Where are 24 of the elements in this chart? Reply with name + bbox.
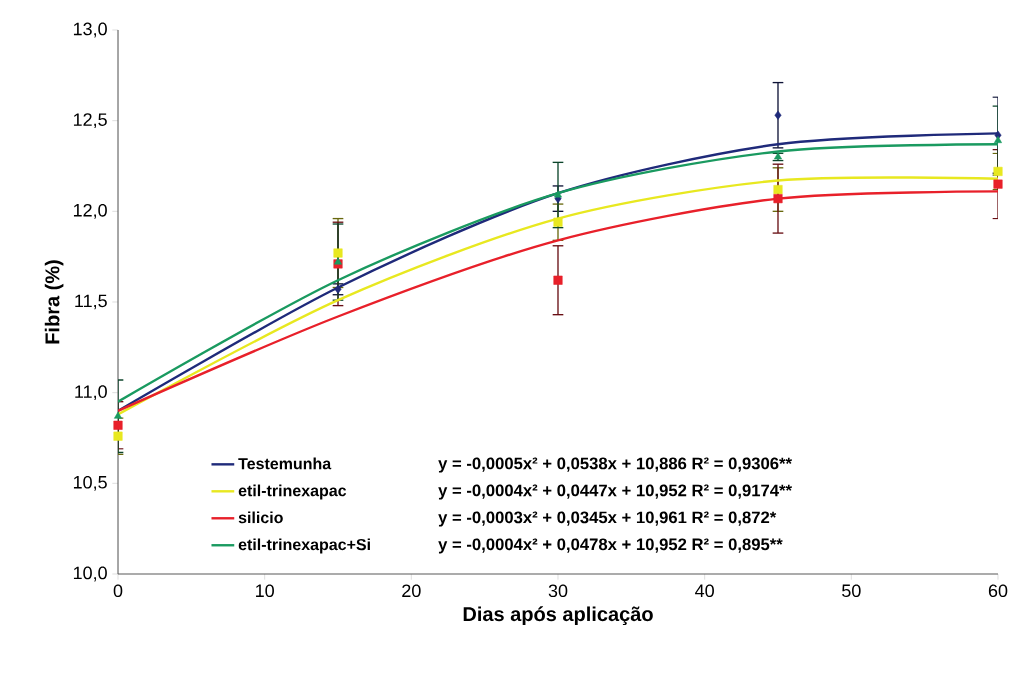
y-tick-label: 12,5	[73, 113, 107, 129]
annotation: y = -0,0004x² + 0,0478x + 10,952 R² = 0,895**	[438, 538, 783, 554]
x-tick-label: 10	[256, 584, 274, 598]
annotation: y = -0,0003x² + 0,0345x + 10,961 R² = 0,872*	[438, 511, 777, 527]
annotation: y = -0,0004x² + 0,0447x + 10,952 R² = 0,9174**	[438, 484, 792, 500]
y-tick-label: 11,5	[75, 294, 107, 310]
x-tick-label: 30	[548, 584, 568, 598]
y-tick-label: 12,0	[73, 203, 107, 219]
annotation: y = -0,0005x² + 0,0538x + 10,886 R² = 0,9306**	[438, 457, 792, 473]
x-tick-label: 40	[695, 584, 714, 598]
y-tick-label: 10,5	[73, 475, 107, 491]
y-tick-label: 11,0	[75, 385, 107, 401]
x-tick-label: 60	[988, 584, 1008, 598]
x-tick-label: 0	[113, 584, 123, 598]
y-axis-title: Fibra (%)	[44, 260, 64, 344]
legend-label: etil-trinexapac+Si	[238, 538, 370, 554]
y-tick-label: 13,0	[73, 22, 107, 38]
legend-label: Testemunha	[238, 457, 332, 470]
x-tick-label: 20	[402, 584, 421, 598]
legend-label: etil-trinexapac	[238, 484, 347, 500]
x-axis-title: Dias após aplicação	[463, 606, 653, 626]
y-tick-label: 10,0	[73, 566, 107, 582]
legend-label: silicio	[238, 511, 283, 524]
x-tick-label: 50	[842, 584, 861, 598]
